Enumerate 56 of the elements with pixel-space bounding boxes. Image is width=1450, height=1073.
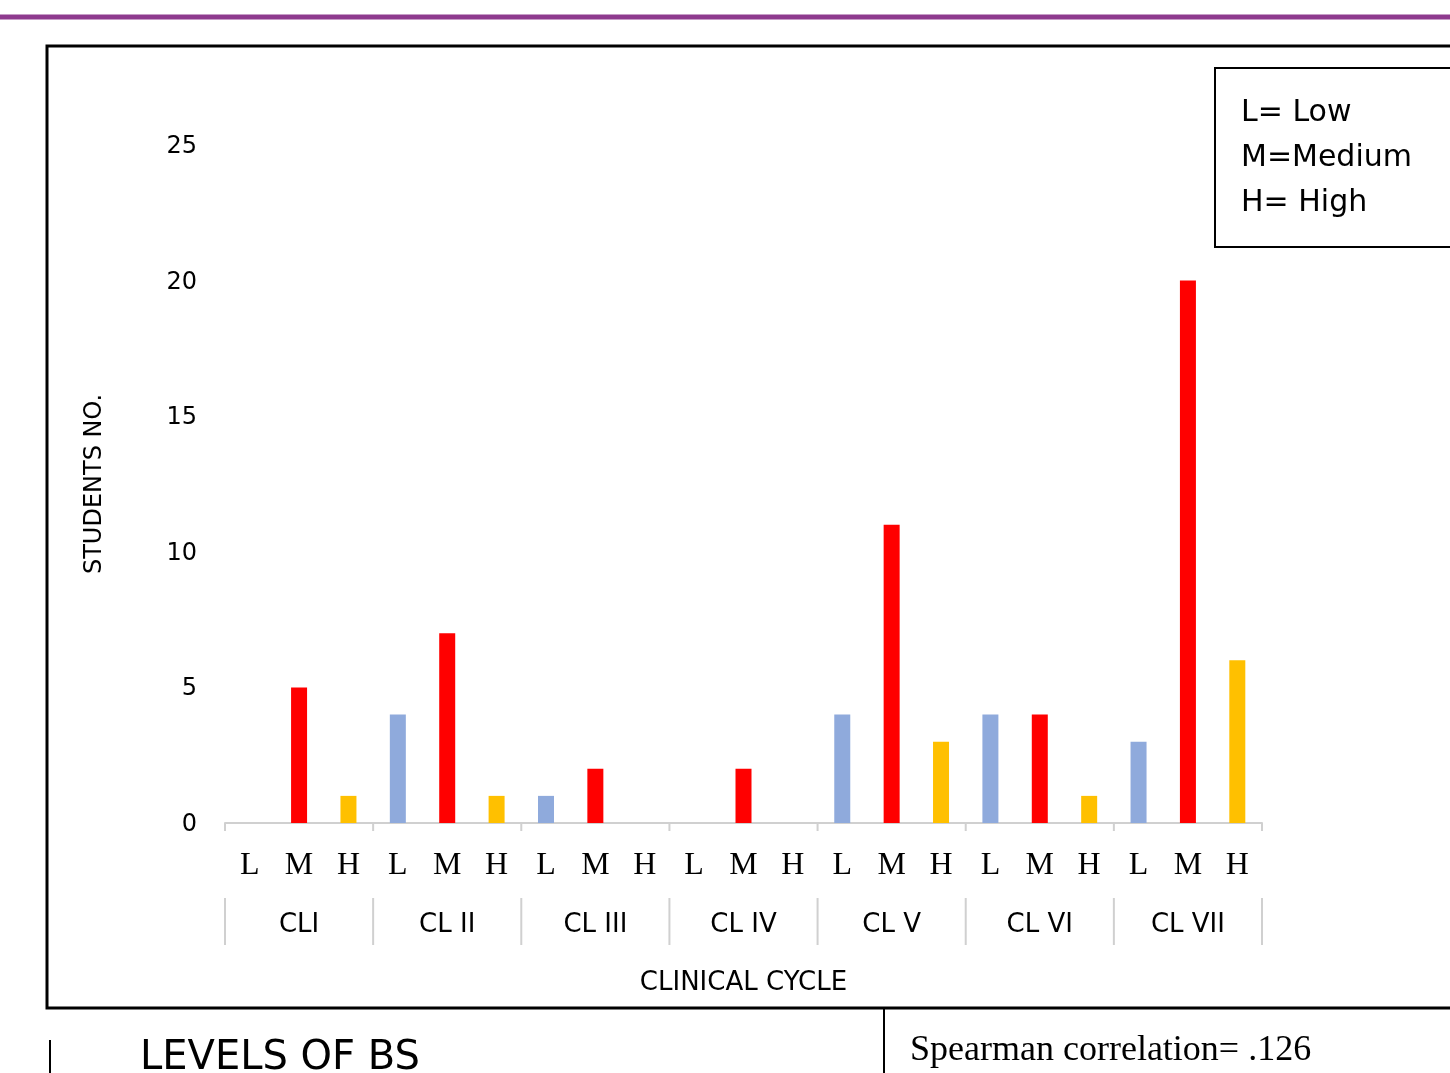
x-tick-label: H	[781, 845, 805, 881]
x-tick-label: M	[581, 845, 610, 881]
x-tick-label: L	[239, 845, 260, 881]
x-tick-label: L	[980, 845, 1001, 881]
y-tick-label: 5	[181, 673, 197, 702]
x-tick-label: M	[729, 845, 758, 881]
y-tick-label: 10	[166, 537, 197, 566]
text: CL V	[862, 908, 922, 938]
y-axis-title: STUDENTS NO.	[79, 393, 107, 575]
bar	[834, 714, 851, 823]
text: CL IV	[710, 908, 777, 938]
text: CL VI	[1006, 908, 1073, 938]
x-tick-label: L	[1128, 845, 1149, 881]
x-tick-label: H	[1225, 845, 1249, 881]
bar	[933, 741, 950, 823]
bar	[389, 714, 406, 823]
bar	[291, 687, 308, 823]
x-tick-label: H	[633, 845, 657, 881]
bar	[735, 768, 752, 823]
text: Spearman correlation= .126	[910, 1028, 1312, 1068]
x-tick-label: M	[1025, 845, 1055, 881]
bar	[982, 714, 999, 823]
bar	[1081, 795, 1098, 823]
annotation: L= Low M=Medium H= High	[1241, 93, 1412, 218]
x-tick-label: L	[832, 845, 853, 881]
x-tick-label: H	[929, 845, 953, 881]
x-tick-label: L	[388, 845, 408, 881]
y-tick-label: 20	[166, 266, 197, 295]
x-tick-label: L	[536, 845, 556, 881]
x-tick-label: M	[284, 845, 314, 881]
y-tick-label: 0	[181, 809, 197, 837]
x-tick-label: H	[336, 845, 361, 881]
bar	[587, 768, 604, 823]
x-tick-label: M	[877, 845, 906, 881]
bar	[488, 795, 505, 823]
bar	[1179, 280, 1196, 823]
x-tick-label: L	[684, 845, 704, 881]
bar	[439, 633, 456, 823]
x-tick-label: H	[485, 845, 509, 881]
text: CL VII	[1150, 908, 1225, 938]
bar	[537, 795, 554, 823]
bar	[883, 524, 900, 823]
text: LEVELS OF BS	[140, 1032, 420, 1073]
bar	[1130, 741, 1147, 823]
text: CL II	[419, 908, 476, 938]
text: CLI	[278, 908, 320, 938]
x-axis-title: CLINICAL CYCLE	[639, 966, 848, 996]
bar	[1031, 714, 1048, 823]
x-tick-label: M	[1173, 845, 1203, 881]
x-tick-label: H	[1077, 845, 1101, 881]
bar	[1229, 660, 1246, 823]
bar	[340, 795, 357, 823]
x-tick-label: M	[432, 845, 462, 881]
y-tick-label: 15	[166, 402, 197, 431]
text: CL III	[563, 908, 628, 938]
y-tick-label: 25	[166, 131, 197, 159]
